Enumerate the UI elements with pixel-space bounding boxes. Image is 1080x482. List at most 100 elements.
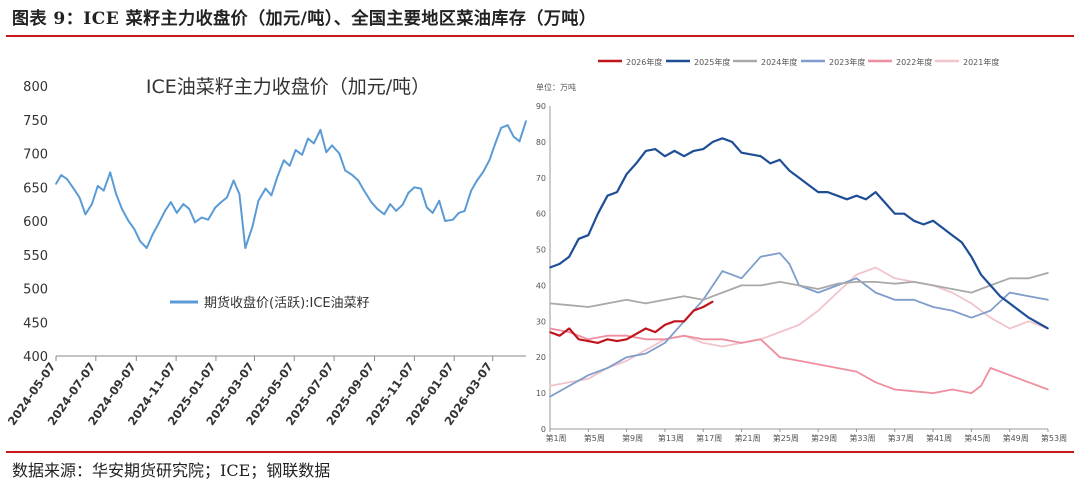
inventory-data-point [1028,381,1030,384]
inventory-data-point [702,148,704,150]
inventory-data-point [807,184,810,186]
inventory-data-point [980,273,982,276]
inventory-data-point [855,194,858,197]
inventory-data-point [817,309,819,312]
chart-title: ICE油菜籽主力收盘价（加元/吨） [146,76,430,98]
inventory-data-point [817,291,819,294]
inventory-data-point [894,282,896,285]
inventory-data-point [654,148,657,150]
inventory-data-point [616,191,618,193]
inventory-data-point [549,385,551,387]
inventory-data-point [999,295,1001,297]
inventory-data-point [587,378,590,380]
inventory-data-point [721,291,724,294]
price-data-point [96,185,99,187]
inventory-series-line [549,272,1049,308]
price-data-point [438,199,441,202]
inventory-data-point [568,304,570,307]
inventory-data-point [884,202,886,204]
price-data-point [102,189,105,192]
inventory-data-point [913,281,915,283]
inventory-data-point [913,390,915,393]
inventory-data-point [951,388,953,391]
inventory-data-point [664,299,666,301]
inventory-data-point [1028,316,1030,319]
y-tick-label: 60 [536,210,546,219]
price-data-point [470,189,473,192]
inventory-data-point [1008,327,1011,330]
inventory-data-point [932,392,934,394]
inventory-data-point [798,360,800,362]
price-data-point [109,171,112,174]
inventory-data-point [645,150,647,152]
inventory-series-line [549,327,1049,394]
inventory-data-point [692,309,695,312]
inventory-data-point [577,338,580,341]
inventory-data-point [625,173,628,175]
price-data-point [91,203,93,206]
inventory-data-point [779,281,781,283]
price-data-point [170,201,172,204]
inventory-data-point [645,352,647,355]
inventory-data-point [568,381,570,384]
price-data-point [194,221,196,224]
price-data-point [226,196,228,199]
inventory-data-point [587,234,590,236]
price-data-point [232,179,235,182]
inventory-data-point [635,162,637,165]
inventory-data-point [779,331,781,333]
inventory-data-point [616,340,618,342]
price-data-point [78,196,81,199]
price-data-point [395,210,397,212]
price-data-point [500,126,503,129]
price-data-point [55,183,57,185]
y-tick-label: 80 [536,138,546,147]
inventory-data-point [645,349,647,351]
price-data-point [494,142,497,145]
legend-label: 2023年度 [829,57,865,67]
price-data-point [488,159,491,162]
inventory-data-point [740,277,743,280]
price-data-point [66,178,68,181]
inventory-data-point [779,159,781,161]
inventory-data-point [692,150,695,152]
price-data-point [145,247,148,249]
inventory-data-point [606,338,609,341]
inventory-data-point [587,374,590,377]
inventory-data-point [951,234,953,236]
inventory-data-point [769,162,772,165]
inventory-data-point [587,306,590,308]
inventory-data-point [970,291,973,294]
price-data-point [476,179,478,182]
price-data-point [127,220,130,222]
inventory-data-point [932,306,934,308]
source-divider [6,451,1074,453]
y-tick-label: 40 [536,281,546,290]
inventory-data-point [549,395,551,398]
inventory-data-point [673,320,676,323]
inventory-data-point [731,273,733,276]
price-data-point [413,186,416,189]
inventory-data-point [1008,291,1011,294]
inventory-data-point [606,194,609,197]
inventory-data-point [664,342,666,344]
inventory-data-point [855,281,858,283]
inventory-data-point [1018,309,1021,312]
x-tick-label: 第29周 [811,433,837,443]
inventory-data-point [970,302,973,305]
y-tick-label: 700 [23,148,48,163]
inventory-data-point [568,385,570,387]
price-data-point [363,189,365,192]
price-data-point [264,187,267,190]
x-tick-label: 第1周 [545,433,566,443]
inventory-data-point [817,288,819,290]
inventory-data-point [970,255,973,258]
price-data-point [506,124,509,127]
y-tick-label: 50 [536,246,546,255]
price-data-point [294,149,297,151]
inventory-data-point [874,291,877,294]
inventory-data-point [855,273,858,276]
inventory-data-point [932,220,934,222]
price-data-point [376,207,379,210]
inventory-data-point [702,342,704,344]
